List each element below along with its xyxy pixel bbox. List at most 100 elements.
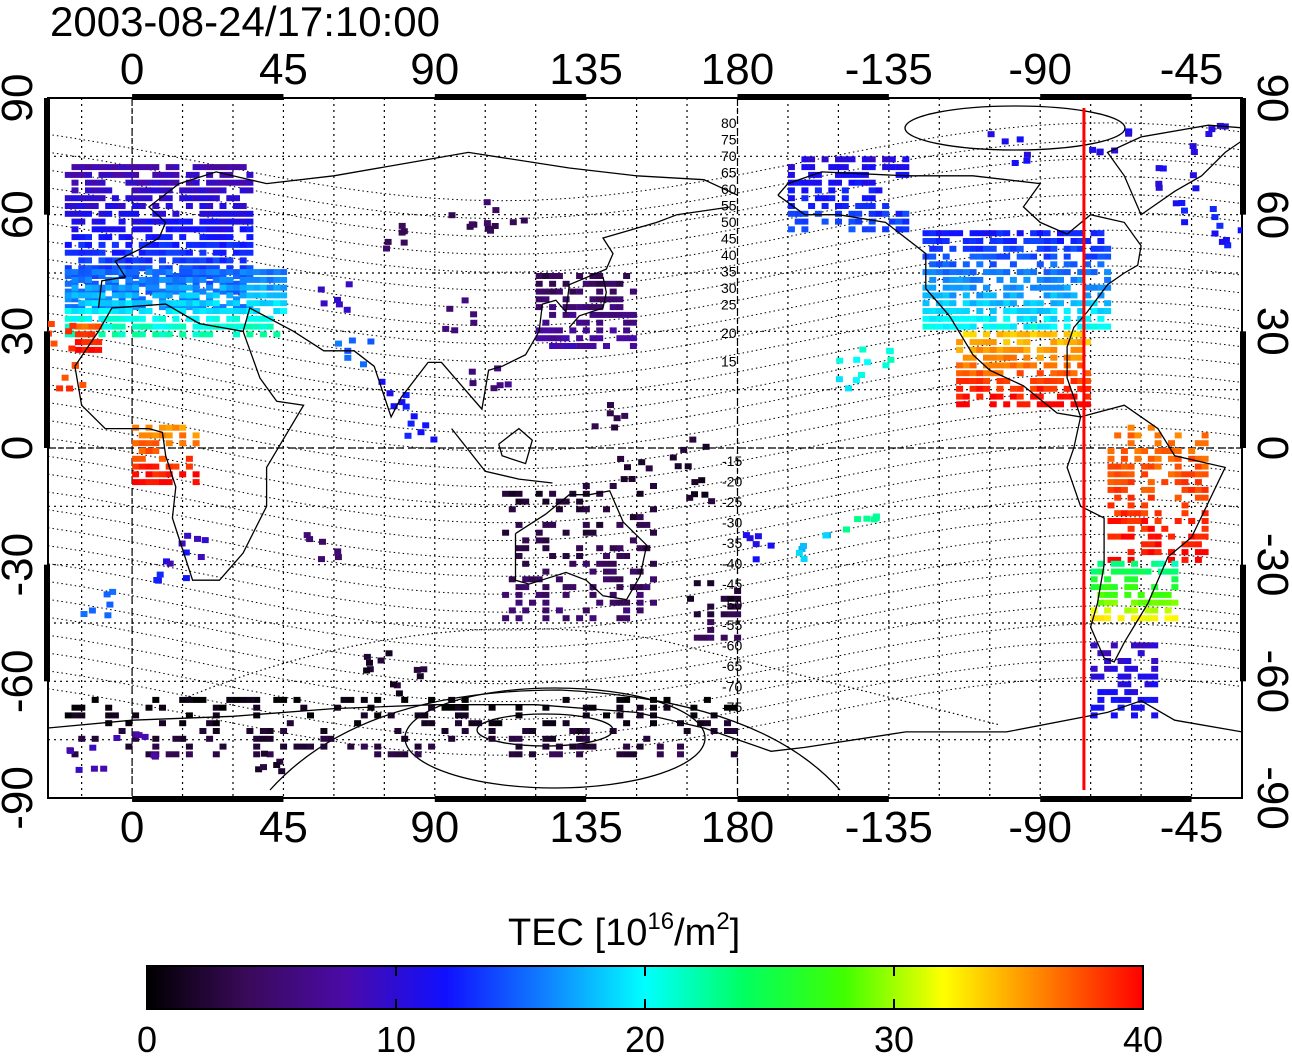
tec-pixel: [159, 424, 166, 431]
tec-pixel: [111, 315, 119, 322]
tec-pixel: [179, 424, 187, 431]
tec-pixel: [159, 323, 166, 330]
tec-pixel: [576, 498, 584, 505]
tec-pixel: [562, 591, 570, 598]
tec-pixel: [868, 226, 876, 233]
tec-pixel: [320, 728, 328, 734]
tec-pixel: [152, 276, 160, 283]
tec-pixel: [861, 164, 869, 171]
tec-pixel: [1154, 432, 1162, 439]
tec-pixel: [562, 696, 570, 703]
frame-bar: [44, 331, 50, 448]
tec-pixel: [159, 210, 166, 217]
tec-pixel: [455, 712, 462, 719]
tec-pixel: [855, 218, 863, 225]
tec-pixel: [386, 390, 394, 397]
tec-pixel: [542, 599, 550, 606]
tec-pixel: [607, 402, 614, 408]
tec-pixel: [165, 751, 173, 758]
tec-pixel: [71, 195, 79, 202]
tec-pixel: [71, 218, 79, 225]
tec-pixel: [384, 238, 392, 245]
tec-pixel: [1077, 308, 1085, 314]
tec-pixel: [1003, 331, 1011, 338]
tec-pixel: [1205, 131, 1213, 137]
tec-pixel: [98, 257, 106, 264]
tec-pixel: [219, 308, 227, 314]
tec-pixel: [1009, 245, 1017, 252]
tec-pixel: [603, 553, 610, 559]
tec-pixel: [935, 292, 943, 299]
tec-pixel: [582, 304, 590, 311]
tec-pixel: [623, 553, 631, 559]
tec-pixel: [1070, 292, 1078, 299]
tec-pixel: [78, 195, 86, 202]
tec-pixel: [159, 269, 166, 276]
tec-pixel: [996, 362, 1004, 369]
tec-pixel: [199, 308, 207, 314]
lat-tick-label-left: 30: [0, 307, 42, 356]
tec-pixel: [1154, 463, 1162, 470]
tec-pixel: [841, 187, 849, 194]
tec-pixel: [219, 226, 227, 233]
tec-pixel: [814, 179, 822, 186]
tec-pixel: [1016, 339, 1024, 346]
tec-pixel: [801, 210, 809, 217]
tec-pixel: [64, 273, 72, 279]
tec-pixel: [118, 234, 126, 241]
tec-pixel: [105, 187, 113, 194]
tec-pixel: [1147, 494, 1155, 501]
tec-pixel: [1043, 253, 1051, 260]
tec-pixel: [1110, 696, 1118, 703]
tec-pixel: [562, 529, 570, 536]
tec-pixel: [1036, 284, 1044, 291]
tec-pixel: [1003, 308, 1011, 314]
tec-pixel: [983, 378, 990, 384]
tec-pixel: [508, 607, 516, 614]
tec-pixel: [1009, 284, 1017, 291]
tec-pixel: [95, 323, 103, 330]
tec-pixel: [1194, 440, 1202, 447]
contour-line: [48, 337, 1242, 416]
tec-pixel: [1134, 510, 1142, 517]
tec-pixel: [74, 323, 82, 330]
tec-pixel: [708, 498, 716, 505]
tec-pixel: [895, 164, 903, 171]
tec-pixel: [192, 280, 200, 287]
tec-pixel: [125, 743, 133, 750]
tec-pixel: [589, 568, 597, 575]
tec-pixel: [569, 584, 577, 591]
lat-tick-label-left: -30: [0, 533, 42, 597]
tec-pixel: [461, 704, 469, 711]
tec-pixel: [1083, 284, 1091, 291]
tec-pixel: [246, 179, 254, 186]
tec-pixel: [983, 331, 990, 338]
tec-pixel: [542, 704, 550, 711]
tec-pixel: [542, 537, 550, 544]
tec-pixel: [118, 226, 126, 233]
tec-pixel: [179, 218, 187, 225]
tec-pixel: [125, 280, 133, 287]
tec-pixel: [800, 543, 807, 549]
tec-pixel: [199, 210, 207, 217]
tec-pixel: [730, 704, 738, 711]
tec-pixel: [125, 249, 133, 256]
tec-pixel: [603, 568, 610, 575]
contour-label: -55: [722, 617, 742, 633]
tec-pixel: [555, 576, 563, 583]
tec-pixel: [875, 210, 883, 217]
tec-pixel: [233, 269, 240, 276]
tec-pixel: [603, 576, 610, 583]
tec-pixel: [71, 171, 79, 178]
tec-pixel: [855, 171, 863, 178]
tec-pixel: [596, 545, 604, 552]
tec-pixel: [273, 300, 281, 307]
tec-pixel: [576, 743, 584, 750]
tec-pixel: [1131, 689, 1138, 696]
tec-pixel: [801, 195, 809, 202]
tec-pixel: [1144, 681, 1152, 688]
tec-pixel: [206, 187, 214, 194]
tec-pixel: [1043, 230, 1051, 237]
tec-pixel: [1050, 346, 1058, 353]
tec-pixel: [1030, 331, 1038, 338]
